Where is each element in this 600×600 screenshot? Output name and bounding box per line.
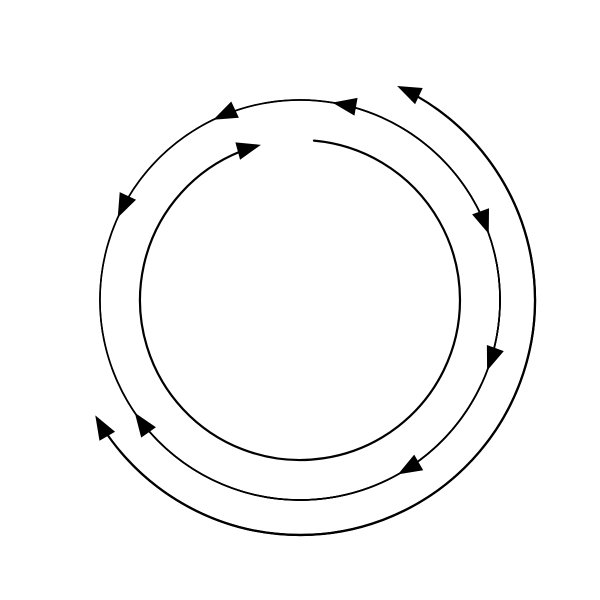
arrowhead-icon — [235, 142, 261, 159]
mid-outer-upper-seg3 — [100, 107, 500, 500]
outer-ring-lower-cw — [107, 107, 535, 535]
mid-outer-right-seg1 — [400, 127, 481, 214]
mid-outer-right-seg3 — [416, 385, 481, 463]
arrowhead-icon — [213, 101, 239, 119]
arrowhead-icon — [398, 455, 423, 475]
arrowhead-icon — [95, 415, 115, 440]
arrowhead-icon — [135, 413, 156, 438]
outer-ring-upper-ccw — [120, 96, 535, 535]
arrowhead-icon — [332, 98, 357, 116]
circular-arrows-diagram — [0, 0, 600, 600]
inner-ring-cw — [140, 141, 460, 460]
mid-outer-bottom-seg — [148, 430, 385, 500]
arrowhead-icon — [118, 192, 136, 218]
arrowhead-icon — [472, 208, 489, 234]
mid-outer-upper-seg2 — [100, 100, 500, 500]
arcs-group — [100, 96, 535, 535]
arrowhead-icon — [487, 345, 504, 371]
mid-outer-right-seg2 — [493, 248, 500, 350]
arrowheads-group — [95, 86, 503, 474]
arrowhead-icon — [397, 86, 423, 104]
